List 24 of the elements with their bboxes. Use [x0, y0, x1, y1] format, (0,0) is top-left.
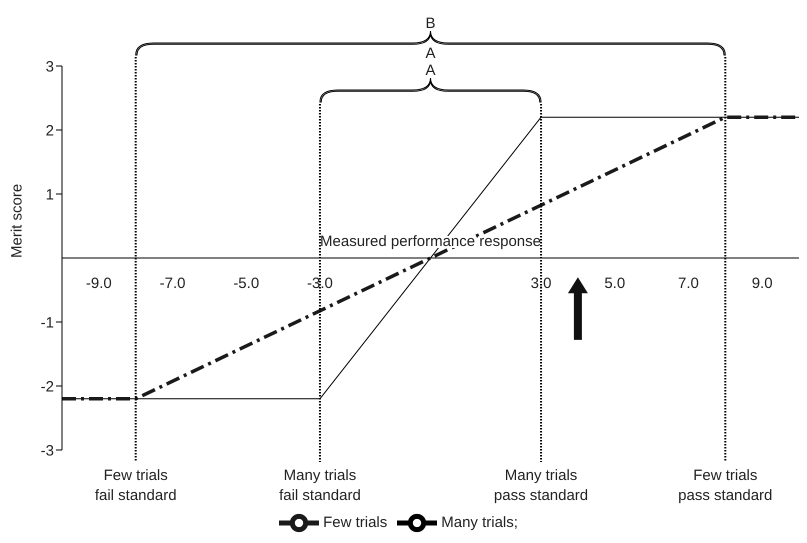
y-tick-label: 3	[46, 58, 54, 76]
y-tick-label: 2	[46, 122, 54, 140]
y-axis-title: Merit score	[8, 184, 26, 258]
text: B	[425, 15, 436, 32]
x-tick-label: 5.0	[604, 275, 626, 292]
ref-line-label: Few trials pass standard	[678, 467, 772, 504]
ref-line-label: Many trials pass standard	[494, 467, 588, 504]
ref-line-label: Few trials fail standard	[94, 467, 177, 504]
text: A	[425, 45, 436, 62]
annotation: A	[425, 62, 436, 79]
x-tick-label: 7.0	[678, 275, 699, 292]
y-tick-label: -2	[40, 378, 54, 396]
legend-label: Many trials;	[441, 514, 518, 531]
y-tick-label: -1	[40, 314, 54, 332]
x-tick-label: -7.0	[160, 275, 186, 292]
x-tick-label: 9.0	[752, 275, 773, 292]
x-tick-label: -3.0	[307, 275, 333, 292]
legend-label: Few trials	[323, 514, 388, 531]
ref-line-label: Many trials fail standard	[279, 467, 361, 504]
x-tick-label: -9.0	[86, 275, 112, 292]
y-tick-label: -3	[40, 442, 54, 460]
x-tick-label: -5.0	[233, 275, 260, 292]
x-tick-label: 3.0	[530, 275, 552, 292]
y-tick-label: 1	[46, 186, 54, 204]
